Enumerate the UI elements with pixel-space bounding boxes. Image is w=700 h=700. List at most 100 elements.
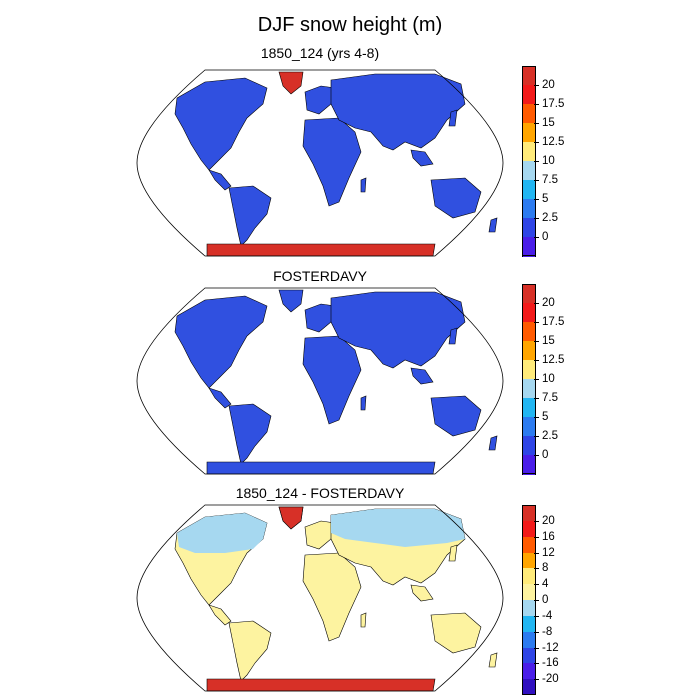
continent-madagascar <box>360 612 367 628</box>
colorbar-label: 0 <box>542 594 549 606</box>
colorbar-label: 20 <box>542 79 555 91</box>
colorbar-label: 2.5 <box>542 430 558 442</box>
colorbar-label: -8 <box>542 625 553 638</box>
colorbar-tick <box>534 218 539 219</box>
map-outline <box>136 69 504 257</box>
colorbar-tick <box>534 199 539 200</box>
colorbar-tick <box>534 584 539 586</box>
continent-new-zealand <box>488 435 498 451</box>
continent-greenland <box>278 71 304 95</box>
colorbar-tick <box>534 180 539 181</box>
main-title: DJF snow height (m) <box>257 14 443 36</box>
continent-japan <box>448 109 458 127</box>
colorbar-label: 20 <box>542 514 555 527</box>
eurasia-snow-band <box>331 509 465 547</box>
continent-africa <box>302 117 362 207</box>
continent-south-america <box>228 620 272 682</box>
colorbar-tick <box>534 679 539 681</box>
colorbar-label: 20 <box>542 297 555 309</box>
continent-antarctica <box>206 678 436 692</box>
continent-north-america <box>174 295 268 389</box>
continent-asia <box>330 291 466 369</box>
colorbar-label: 0 <box>542 449 549 461</box>
continent-new-zealand <box>488 217 498 233</box>
colorbar-label: 2.5 <box>542 212 558 224</box>
colorbar-label: 17.5 <box>542 98 565 110</box>
colorbar-tick <box>534 237 539 238</box>
panel-3-title: 1850_124 - FOSTERDAVY <box>235 485 405 501</box>
panel-1-map <box>136 69 504 257</box>
colorbar-label: 17.5 <box>542 316 565 328</box>
colorbar-label: 8 <box>542 562 549 575</box>
map-outline <box>136 287 504 475</box>
continent-madagascar <box>360 395 367 411</box>
panel-2-colorbar: 20 17.5 15 12.5 10 7.5 5 2.5 0 <box>520 284 610 475</box>
colorbar-tick <box>534 360 539 361</box>
colorbar-tick <box>534 379 539 380</box>
continent-antarctica <box>206 243 436 257</box>
colorbar-tick <box>534 631 539 633</box>
colorbar-tick <box>534 600 539 601</box>
map-outline <box>136 504 504 692</box>
colorbar-label: 12.5 <box>542 136 565 148</box>
continent-australia <box>430 395 482 437</box>
colorbar-tick <box>534 398 539 399</box>
continent-australia <box>430 612 482 654</box>
continent-central-america <box>208 169 232 191</box>
colorbar-tick <box>534 161 539 162</box>
colorbar-label: 7.5 <box>542 392 558 404</box>
panel-2-title: FOSTERDAVY <box>273 268 367 284</box>
continent-japan <box>448 544 458 562</box>
colorbar-label: 7.5 <box>542 174 558 186</box>
continent-se-asia <box>410 367 434 385</box>
colorbar-label: 4 <box>542 578 549 591</box>
continent-se-asia <box>410 584 434 602</box>
continent-new-zealand <box>488 652 498 668</box>
continent-madagascar <box>360 177 367 193</box>
colorbar-label: -4 <box>542 609 553 622</box>
continent-africa <box>302 335 362 425</box>
continent-antarctica <box>206 461 436 475</box>
greenland-diff <box>278 506 304 530</box>
colorbar-tick <box>534 552 539 554</box>
colorbar-tick <box>534 647 539 649</box>
colorbar-label: -16 <box>542 657 559 670</box>
colorbar-label: 10 <box>542 155 555 167</box>
colorbar-label: 0 <box>542 231 549 243</box>
colorbar-label: 12 <box>542 546 555 559</box>
colorbar-label: 5 <box>542 411 549 423</box>
colorbar-tick <box>534 417 539 418</box>
colorbar-tick <box>534 341 539 342</box>
panel-1-title: 1850_124 (yrs 4-8) <box>260 45 380 61</box>
continent-south-america <box>228 185 272 247</box>
colorbar-tick <box>534 142 539 143</box>
colorbar-label: 15 <box>542 335 555 347</box>
colorbar-tick <box>534 303 539 304</box>
colorbar-tick <box>534 520 539 522</box>
continent-australia <box>430 177 482 219</box>
continent-africa <box>302 552 362 642</box>
continent-greenland <box>278 289 304 313</box>
panel-3-map <box>136 504 504 692</box>
colorbar-label: 16 <box>542 530 555 543</box>
panel-3-colorbar: 20 16 12 8 4 0 -4 -8 -12 -16 -20 <box>520 505 610 696</box>
continent-asia <box>330 73 466 151</box>
colorbar-label: 12.5 <box>542 354 565 366</box>
colorbar-tick <box>534 663 539 665</box>
continent-se-asia <box>410 149 434 167</box>
continent-north-america <box>174 77 268 171</box>
continent-japan <box>448 327 458 345</box>
colorbar-tick <box>534 568 539 570</box>
colorbar-label: 5 <box>542 193 549 205</box>
colorbar-tick <box>534 123 539 124</box>
colorbar-tick <box>534 322 539 323</box>
colorbar-tick <box>534 536 539 538</box>
continent-central-america <box>208 387 232 409</box>
continent-south-america <box>228 403 272 465</box>
panel-2-map <box>136 287 504 475</box>
colorbar-tick <box>534 85 539 86</box>
colorbar-label: -12 <box>542 641 559 654</box>
colorbar-tick <box>534 615 539 617</box>
colorbar-label: -20 <box>542 673 559 686</box>
colorbar-tick <box>534 455 539 456</box>
